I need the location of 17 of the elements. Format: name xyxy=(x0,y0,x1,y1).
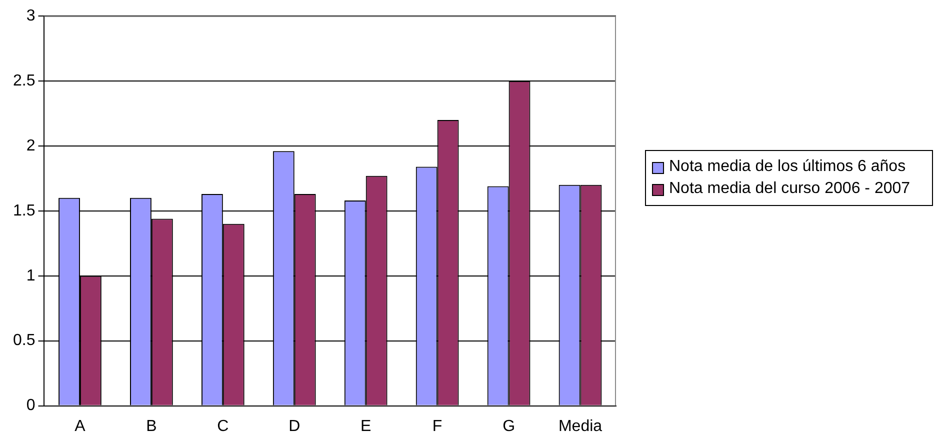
y-tick-label: 2 xyxy=(26,137,36,154)
x-tick-label: Media xyxy=(558,418,602,435)
x-tick-label: F xyxy=(432,418,442,435)
x-tick-label: C xyxy=(217,418,229,435)
legend-label: Nota media de los últimos 6 años xyxy=(669,157,906,177)
y-tick-label: 0.5 xyxy=(12,332,36,350)
legend-label: Nota media del curso 2006 - 2007 xyxy=(669,179,910,199)
y-tick-label: 0 xyxy=(26,397,36,414)
x-tick-label: G xyxy=(502,418,516,435)
y-tick-label: 1.5 xyxy=(12,202,36,220)
y-tick-label: 1 xyxy=(26,267,36,284)
y-tick-label: 2.5 xyxy=(12,72,36,90)
y-tick-label: 3 xyxy=(26,7,36,24)
x-tick-label: D xyxy=(288,418,300,435)
x-tick-label: E xyxy=(360,418,372,435)
x-tick-label: B xyxy=(146,418,157,435)
x-tick-label: A xyxy=(74,418,86,435)
